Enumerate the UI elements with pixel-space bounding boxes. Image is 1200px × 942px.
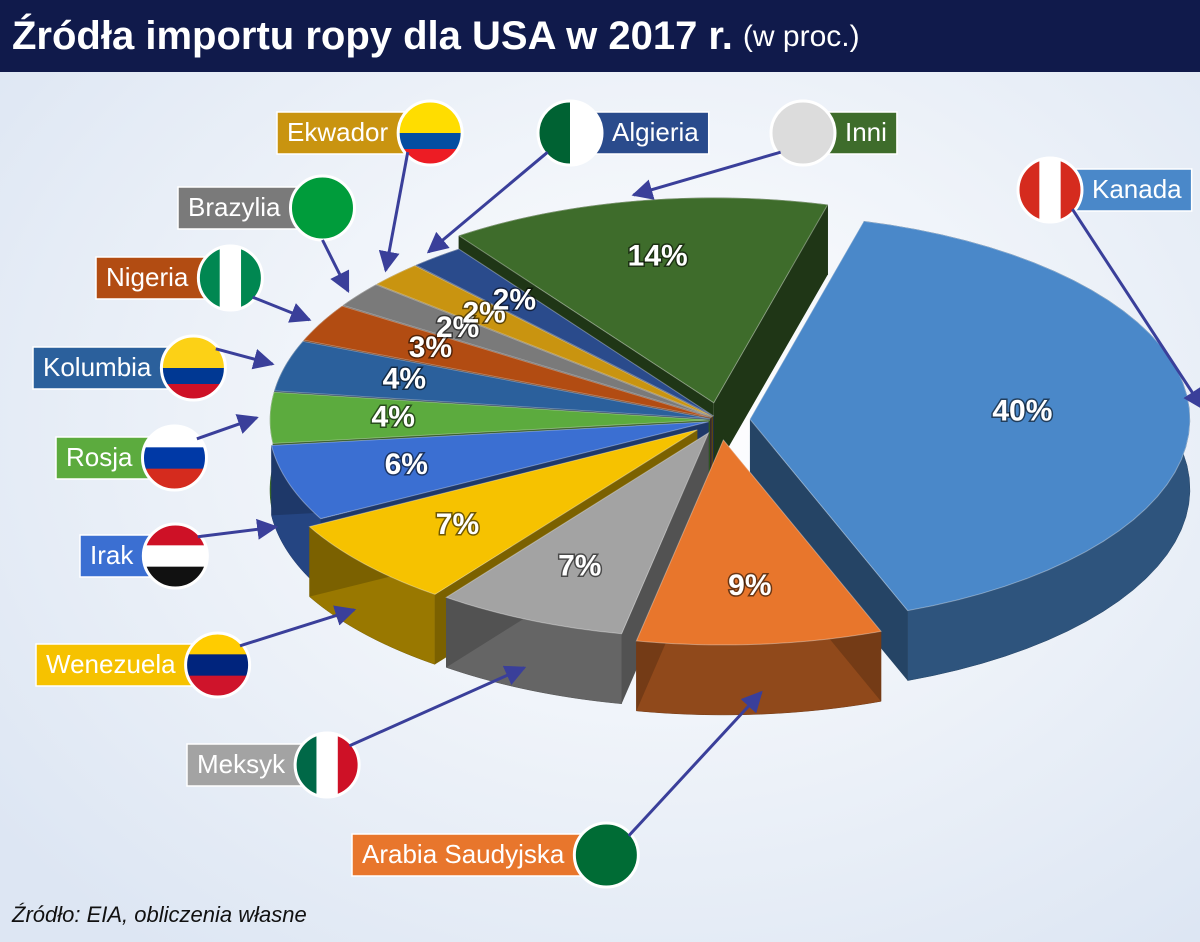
leader-arrow <box>215 347 275 370</box>
flag-stripe <box>398 117 463 134</box>
flag-border <box>293 731 361 799</box>
slice <box>270 421 709 520</box>
label-box <box>35 643 213 687</box>
value-label: 9% <box>728 569 771 602</box>
source-note: Źródło: EIA, obliczenia własne <box>11 902 307 927</box>
category-label: Kanada <box>1092 174 1182 204</box>
value-label: 4% <box>372 400 415 433</box>
category-label: Rosja <box>66 442 133 472</box>
slice <box>308 429 698 595</box>
category-label: Inni <box>845 117 887 147</box>
flag-border <box>140 424 208 492</box>
flag-stripe <box>574 823 639 887</box>
flag-stripe <box>143 545 208 568</box>
leader-arrow <box>426 151 549 254</box>
category-label: Algieria <box>612 117 699 147</box>
flag-border <box>1016 156 1084 224</box>
flag-stripe <box>771 101 835 165</box>
flag-border <box>184 631 252 699</box>
flag-border <box>159 334 227 402</box>
slice-wall <box>713 204 828 473</box>
slice-wall <box>749 419 908 681</box>
slice <box>302 305 712 419</box>
value-label: 2% <box>462 296 505 329</box>
category-label: Irak <box>90 540 134 570</box>
flag-border <box>572 821 640 889</box>
flag-stripe <box>316 733 339 797</box>
flag-border <box>196 244 264 312</box>
value-label: 14% <box>628 239 688 272</box>
leader-arrow <box>196 414 259 441</box>
label-box <box>351 833 602 877</box>
slice <box>445 431 710 635</box>
title: Źródła importu ropy dla USA w 2017 r. <box>12 13 733 58</box>
value-label: 40% <box>992 394 1052 427</box>
title-bar <box>0 0 1200 72</box>
value-label: 3% <box>409 331 452 364</box>
labels: Kanada Arabia Saudyjska Meksyk Wenezuela Ira… <box>32 99 1200 889</box>
category-label: Arabia Saudyjska <box>362 839 565 869</box>
flag <box>290 176 355 240</box>
value-label: 6% <box>385 448 428 481</box>
flag-stripe <box>290 176 355 240</box>
flag-stripe <box>142 447 207 470</box>
flag-stripe <box>161 352 226 369</box>
leader-arrow <box>252 295 312 323</box>
category-label: Kolumbia <box>43 352 152 382</box>
flag-stripe <box>398 133 463 150</box>
flag-border <box>396 99 464 167</box>
subtitle: (w proc.) <box>743 20 860 53</box>
leader-arrow <box>378 151 410 273</box>
category-label: Ekwador <box>287 117 388 147</box>
category-label: Brazylia <box>188 192 281 222</box>
leader-arrow <box>627 690 763 837</box>
flag <box>574 823 639 887</box>
value-label: 7% <box>436 508 479 541</box>
pie: 40%9%7%7%6%4%4%3%2%2%2%14% <box>269 197 1191 716</box>
leader-arrow <box>197 518 279 540</box>
slice <box>457 197 829 404</box>
value-label: 2% <box>436 311 479 344</box>
flag-border <box>536 99 604 167</box>
category-label: Nigeria <box>106 262 189 292</box>
slice <box>635 438 882 646</box>
slice <box>341 284 713 418</box>
flag-stripe <box>219 246 242 310</box>
slice <box>269 391 711 445</box>
slice <box>273 340 711 420</box>
leader-arrow <box>321 239 350 294</box>
value-label: 4% <box>383 362 426 395</box>
category-label: Meksyk <box>197 749 286 779</box>
leader-arrow <box>348 665 527 748</box>
flag-stripe <box>1039 158 1062 222</box>
flag-border <box>141 522 209 590</box>
leader-arrow <box>239 605 357 648</box>
flag-border <box>769 99 837 167</box>
flag <box>771 101 835 165</box>
flag-stripe <box>161 368 226 385</box>
slice <box>414 248 714 417</box>
flag-stripe <box>185 654 250 677</box>
value-label: 7% <box>558 550 601 583</box>
category-label: Wenezuela <box>46 649 176 679</box>
leader-arrow <box>1071 208 1200 410</box>
value-label: 2% <box>493 283 536 316</box>
slice <box>375 265 714 418</box>
leader-arrow <box>631 150 782 200</box>
chart-title: Źródła importu ropy dla USA w 2017 r. (w … <box>12 13 860 58</box>
